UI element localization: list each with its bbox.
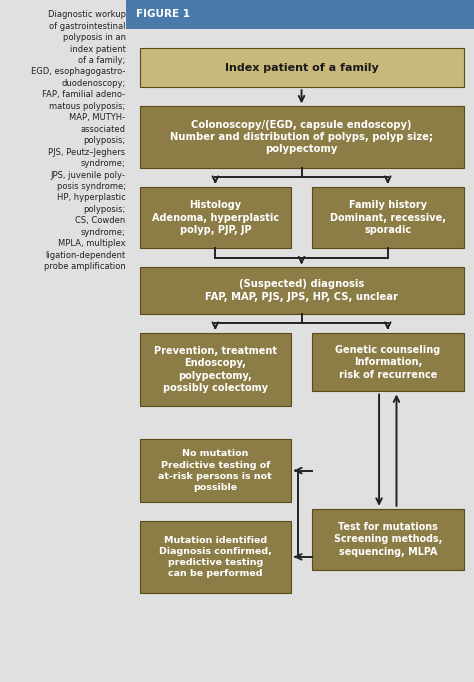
Text: Genetic counseling
Information,
risk of recurrence: Genetic counseling Information, risk of …	[335, 344, 440, 380]
FancyBboxPatch shape	[139, 267, 464, 314]
Text: No mutation
Predictive testing of
at-risk persons is not
possible: No mutation Predictive testing of at-ris…	[158, 449, 272, 492]
Text: Diagnostic workup
of gastrointestinal
polyposis in an
index patient
of a family;: Diagnostic workup of gastrointestinal po…	[31, 10, 126, 271]
FancyBboxPatch shape	[312, 187, 464, 248]
FancyBboxPatch shape	[139, 187, 291, 248]
FancyBboxPatch shape	[139, 521, 291, 593]
Text: Test for mutations
Screening methods,
sequencing, MLPA: Test for mutations Screening methods, se…	[334, 522, 442, 557]
Text: FIGURE 1: FIGURE 1	[136, 10, 190, 19]
Text: Family history
Dominant, recessive,
sporadic: Family history Dominant, recessive, spor…	[330, 200, 446, 235]
FancyBboxPatch shape	[139, 48, 464, 87]
FancyBboxPatch shape	[139, 439, 291, 502]
FancyBboxPatch shape	[312, 509, 464, 570]
Text: Index patient of a family: Index patient of a family	[225, 63, 378, 72]
Text: Mutation identified
Diagnosis confirmed,
predictive testing
can be performed: Mutation identified Diagnosis confirmed,…	[159, 535, 272, 578]
FancyBboxPatch shape	[139, 333, 291, 406]
Text: Histology
Adenoma, hyperplastic
polyp, PJP, JP: Histology Adenoma, hyperplastic polyp, P…	[152, 200, 279, 235]
Text: (Suspected) diagnosis
FAP, MAP, PJS, JPS, HP, CS, unclear: (Suspected) diagnosis FAP, MAP, PJS, JPS…	[205, 280, 398, 301]
FancyBboxPatch shape	[126, 0, 474, 29]
Text: Prevention, treatment
Endoscopy,
polypectomy,
possibly colectomy: Prevention, treatment Endoscopy, polypec…	[154, 346, 277, 394]
Text: Colonoscopy/(EGD, capsule endoscopy)
Number and distribution of polyps, polyp si: Colonoscopy/(EGD, capsule endoscopy) Num…	[170, 119, 433, 155]
FancyBboxPatch shape	[139, 106, 464, 168]
FancyBboxPatch shape	[312, 333, 464, 391]
